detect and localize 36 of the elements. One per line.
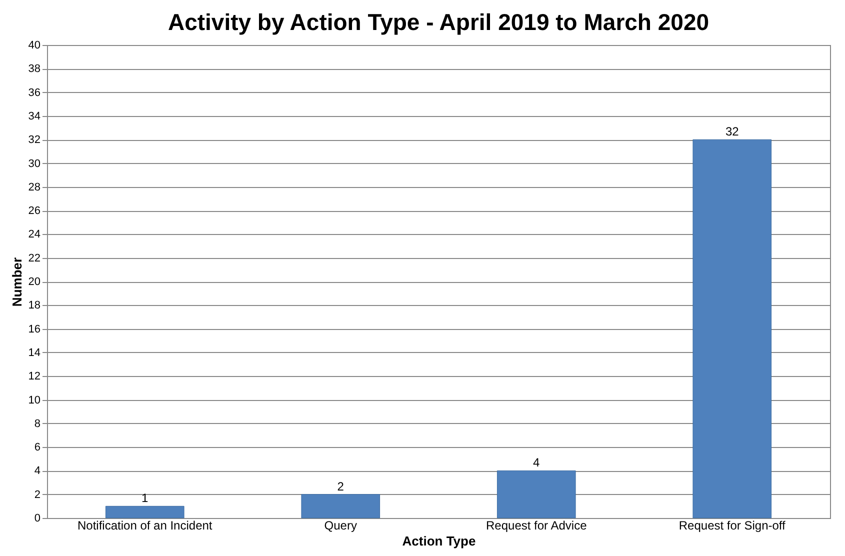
- data-label: 4: [533, 456, 540, 470]
- bar: [105, 506, 184, 518]
- y-tick-label: 28: [28, 181, 40, 194]
- y-tick-label: 10: [28, 394, 40, 406]
- x-axis-title: Action Type: [402, 534, 476, 548]
- bar: [692, 139, 772, 518]
- data-label: 32: [725, 124, 740, 139]
- x-tick-label: Query: [324, 518, 357, 532]
- y-tick-label: 0: [34, 512, 40, 524]
- y-tick-label: 24: [28, 228, 40, 241]
- y-tick-label: 4: [34, 465, 40, 478]
- y-tick-label: 38: [28, 63, 40, 76]
- x-tick-label: Request for Sign-off: [678, 518, 786, 532]
- y-tick-label: 8: [34, 418, 40, 430]
- bar: [301, 494, 380, 518]
- y-tick-label: 32: [28, 134, 40, 146]
- y-tick-label: 2: [34, 488, 40, 501]
- y-tick-label: 36: [28, 86, 40, 99]
- y-tick-label: 40: [28, 40, 40, 52]
- y-axis-title: Number: [9, 257, 24, 307]
- y-tick-label: 20: [28, 276, 40, 288]
- y-tick-label: 14: [28, 346, 40, 359]
- x-tick-label: Request for Advice: [486, 518, 588, 532]
- y-tick-label: 22: [28, 252, 40, 264]
- bar: [496, 470, 576, 518]
- chart-title: Activity by Action Type - April 2019 to March 2020: [168, 9, 710, 35]
- x-tick-label: Notification of an Incident: [78, 518, 213, 532]
- y-tick-label: 18: [28, 300, 40, 312]
- y-tick-label: 6: [34, 442, 40, 454]
- y-tick-label: 26: [28, 205, 40, 218]
- y-tick-label: 34: [28, 110, 40, 122]
- data-label: 2: [337, 479, 344, 494]
- y-tick-label: 12: [28, 370, 40, 383]
- y-tick-label: 16: [28, 323, 40, 336]
- y-tick-label: 30: [28, 158, 40, 170]
- data-label: 1: [142, 491, 149, 506]
